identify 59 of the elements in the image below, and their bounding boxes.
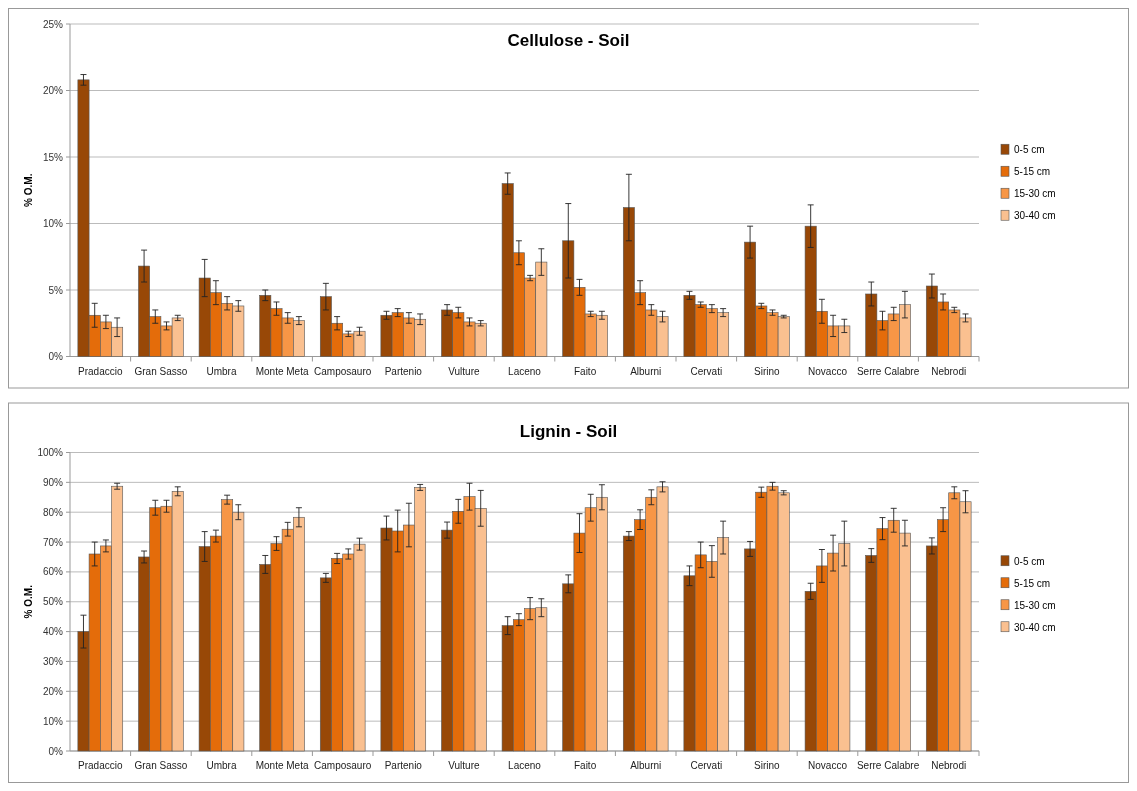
y-tick-label: 50% <box>42 596 64 608</box>
legend-label: 0-5 cm <box>1014 144 1045 156</box>
x-tick-label: Cervati <box>690 365 723 377</box>
x-tick-label: Faito <box>573 760 597 771</box>
x-tick-label: Vulture <box>448 365 480 377</box>
x-tick-label: Serre Calabre <box>856 760 920 771</box>
y-tick-label: 70% <box>42 536 64 548</box>
y-axis-title: % O.M. <box>23 584 34 619</box>
x-tick-label: Sirino <box>754 760 781 771</box>
x-tick-label: Cervati <box>690 760 723 771</box>
y-tick-label: 30% <box>42 655 64 667</box>
y-axis-title: % O.M. <box>23 173 34 207</box>
y-tick-label: 60% <box>42 566 64 578</box>
y-tick-label: 10% <box>42 218 64 229</box>
x-tick-label: Monte Meta <box>255 760 309 771</box>
x-tick-label: Novacco <box>808 365 848 377</box>
x-tick-label: Pradaccio <box>78 365 123 377</box>
x-tick-label: Partenio <box>384 365 423 377</box>
x-tick-label: Novacco <box>808 760 848 771</box>
legend-label: 30-40 cm <box>1014 621 1056 633</box>
x-tick-label: Faito <box>573 365 597 377</box>
x-tick-label: Laceno <box>508 365 542 377</box>
x-tick-label: Alburni <box>630 760 662 771</box>
x-tick-label: Vulture <box>448 760 480 771</box>
x-tick-label: Pradaccio <box>78 760 123 771</box>
x-tick-label: Nebrodi <box>931 365 967 377</box>
y-tick-label: 80% <box>42 506 64 518</box>
y-tick-label: 5% <box>48 284 64 296</box>
x-tick-label: Gran Sasso <box>134 365 188 377</box>
y-tick-label: 0% <box>48 351 64 362</box>
legend-label: 5-15 cm <box>1014 577 1051 589</box>
x-tick-label: Umbra <box>206 365 237 377</box>
legend-label: 15-30 cm <box>1014 188 1056 200</box>
x-tick-label: Nebrodi <box>931 760 967 771</box>
chart-title: Lignin - Soil <box>519 421 618 441</box>
y-tick-label: 20% <box>42 685 64 697</box>
x-tick-label: Gran Sasso <box>134 760 188 771</box>
y-tick-label: 0% <box>48 745 64 757</box>
x-tick-label: Laceno <box>508 760 542 771</box>
x-tick-label: Serre Calabre <box>856 365 920 377</box>
y-tick-label: 25% <box>42 18 64 30</box>
y-tick-label: 10% <box>42 715 64 727</box>
x-tick-label: Camposauro <box>314 760 372 771</box>
x-tick-label: Partenio <box>384 760 423 771</box>
x-tick-label: Sirino <box>754 365 781 377</box>
legend-label: 15-30 cm <box>1014 599 1056 611</box>
x-tick-label: Monte Meta <box>255 365 309 377</box>
legend-label: 5-15 cm <box>1014 166 1051 178</box>
y-tick-label: 40% <box>42 626 64 638</box>
x-tick-label: Alburni <box>630 365 662 377</box>
y-tick-label: 100% <box>37 447 64 458</box>
y-tick-label: 90% <box>42 476 64 488</box>
x-tick-label: Umbra <box>206 760 237 771</box>
chart-title: Cellulose - Soil <box>507 31 630 50</box>
y-tick-label: 15% <box>42 151 64 163</box>
legend-label: 0-5 cm <box>1014 555 1045 567</box>
x-tick-label: Camposauro <box>314 365 372 377</box>
y-tick-label: 20% <box>42 85 64 96</box>
legend-label: 30-40 cm <box>1014 210 1056 222</box>
